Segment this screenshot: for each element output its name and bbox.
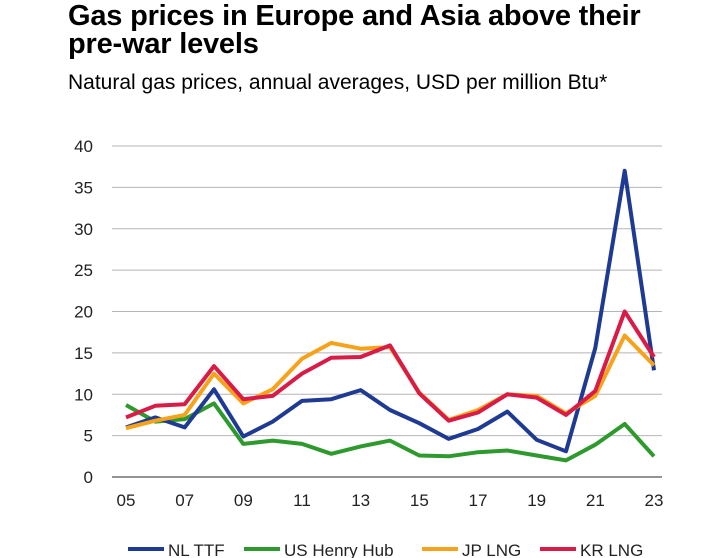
legend-item: JP LNG — [422, 541, 521, 558]
x-tick-label: 19 — [527, 491, 546, 510]
legend: NL TTF US Henry Hub JP LNG KR LNG — [128, 541, 643, 558]
y-tick-label: 15 — [74, 344, 93, 363]
chart-title: Gas prices in Europe and Asia above thei… — [68, 0, 641, 60]
y-tick-label: 25 — [74, 261, 93, 280]
series-lines — [125, 168, 656, 463]
legend-item: NL TTF — [128, 541, 225, 558]
x-tick-label: 15 — [410, 491, 429, 510]
y-tick-label: 40 — [74, 137, 93, 156]
series-line-us-henry-hub — [125, 401, 656, 463]
y-tick-label: 10 — [74, 385, 93, 404]
x-tick-label: 05 — [117, 491, 136, 510]
y-tick-label: 0 — [84, 468, 93, 487]
gridlines — [112, 145, 662, 478]
y-axis-ticks: 0 5 10 15 20 25 30 35 40 — [74, 137, 93, 487]
legend-label: US Henry Hub — [284, 541, 394, 558]
chart-subtitle: Natural gas prices, annual averages, USD… — [68, 71, 608, 94]
x-tick-label: 23 — [645, 491, 664, 510]
x-tick-label: 17 — [469, 491, 488, 510]
x-tick-label: 09 — [234, 491, 253, 510]
legend-item: US Henry Hub — [244, 541, 394, 558]
x-tick-label: 13 — [351, 491, 370, 510]
series-line-kr-lng — [125, 309, 656, 423]
y-tick-label: 20 — [74, 303, 93, 322]
y-tick-label: 35 — [74, 178, 93, 197]
x-axis-ticks: 05 07 09 11 13 15 17 19 21 23 — [117, 491, 664, 510]
series-line-nl-ttf — [125, 168, 656, 454]
legend-label: KR LNG — [580, 541, 643, 558]
x-tick-label: 07 — [175, 491, 194, 510]
legend-label: JP LNG — [462, 541, 521, 558]
x-tick-label: 21 — [586, 491, 605, 510]
legend-label: NL TTF — [168, 541, 225, 558]
y-tick-label: 5 — [84, 427, 93, 446]
legend-item: KR LNG — [540, 541, 643, 558]
y-tick-label: 30 — [74, 220, 93, 239]
x-tick-label: 11 — [293, 491, 311, 510]
